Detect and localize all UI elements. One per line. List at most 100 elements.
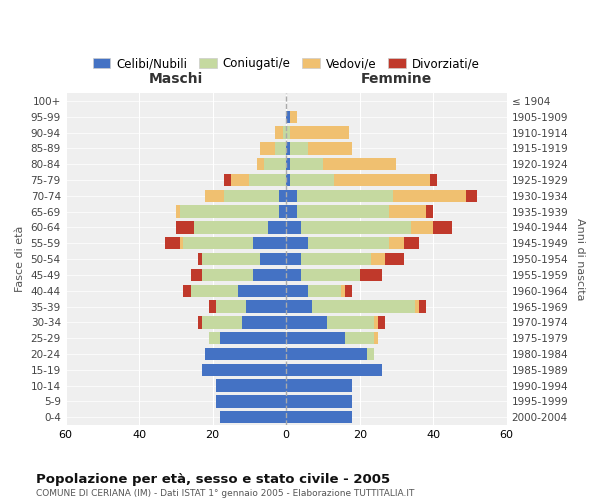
Bar [419,300,426,312]
Bar [286,174,290,186]
Y-axis label: Fasce di età: Fasce di età [15,226,25,292]
Bar [250,174,286,186]
Bar [202,316,242,328]
Bar [433,222,452,234]
Bar [183,284,191,297]
Bar [326,316,374,328]
Bar [430,174,437,186]
Text: Femmine: Femmine [361,72,432,86]
Bar [253,268,286,281]
Bar [286,316,326,328]
Bar [367,348,374,360]
Text: Popolazione per età, sesso e stato civile - 2005: Popolazione per età, sesso e stato civil… [36,472,390,486]
Bar [297,190,393,202]
Text: Maschi: Maschi [149,72,203,86]
Bar [179,237,183,250]
Bar [466,190,478,202]
Bar [183,237,253,250]
Bar [275,142,286,154]
Bar [286,300,312,312]
Bar [290,142,308,154]
Bar [194,222,268,234]
Bar [279,206,286,218]
Bar [220,411,286,424]
Bar [426,206,433,218]
Bar [286,190,297,202]
Bar [385,253,404,265]
Bar [224,174,231,186]
Bar [371,253,385,265]
Bar [205,190,224,202]
Bar [286,142,290,154]
Bar [253,237,286,250]
Bar [257,158,264,170]
Bar [176,222,194,234]
Bar [191,268,202,281]
Bar [220,332,286,344]
Bar [378,316,385,328]
Bar [286,158,290,170]
Bar [176,206,179,218]
Bar [268,222,286,234]
Bar [231,174,250,186]
Bar [290,158,323,170]
Bar [191,284,238,297]
Bar [290,110,297,123]
Bar [286,395,352,407]
Bar [283,126,286,138]
Bar [415,300,419,312]
Bar [286,253,301,265]
Bar [198,253,202,265]
Bar [242,316,286,328]
Bar [264,158,286,170]
Bar [286,411,352,424]
Bar [374,332,378,344]
Bar [209,332,220,344]
Bar [323,158,397,170]
Bar [286,110,290,123]
Bar [179,206,279,218]
Bar [286,332,345,344]
Bar [224,190,279,202]
Bar [286,206,297,218]
Bar [286,268,301,281]
Bar [260,142,275,154]
Bar [290,174,334,186]
Bar [308,142,352,154]
Bar [202,268,253,281]
Bar [286,222,301,234]
Bar [308,237,389,250]
Bar [238,284,286,297]
Text: COMUNE DI CERIANA (IM) - Dati ISTAT 1° gennaio 2005 - Elaborazione TUTTITALIA.IT: COMUNE DI CERIANA (IM) - Dati ISTAT 1° g… [36,489,415,498]
Bar [393,190,466,202]
Bar [301,222,411,234]
Bar [341,284,345,297]
Bar [297,206,389,218]
Bar [290,126,349,138]
Bar [209,300,217,312]
Bar [217,300,246,312]
Bar [286,284,308,297]
Bar [334,174,430,186]
Y-axis label: Anni di nascita: Anni di nascita [575,218,585,300]
Bar [205,348,286,360]
Bar [202,364,286,376]
Bar [217,380,286,392]
Bar [286,237,308,250]
Bar [308,284,341,297]
Legend: Celibi/Nubili, Coniugati/e, Vedovi/e, Divorziati/e: Celibi/Nubili, Coniugati/e, Vedovi/e, Di… [88,52,485,75]
Bar [301,253,371,265]
Bar [286,364,382,376]
Bar [198,316,202,328]
Bar [217,395,286,407]
Bar [404,237,419,250]
Bar [286,126,290,138]
Bar [286,348,367,360]
Bar [202,253,260,265]
Bar [360,268,382,281]
Bar [279,190,286,202]
Bar [286,380,352,392]
Bar [389,237,404,250]
Bar [275,126,283,138]
Bar [389,206,426,218]
